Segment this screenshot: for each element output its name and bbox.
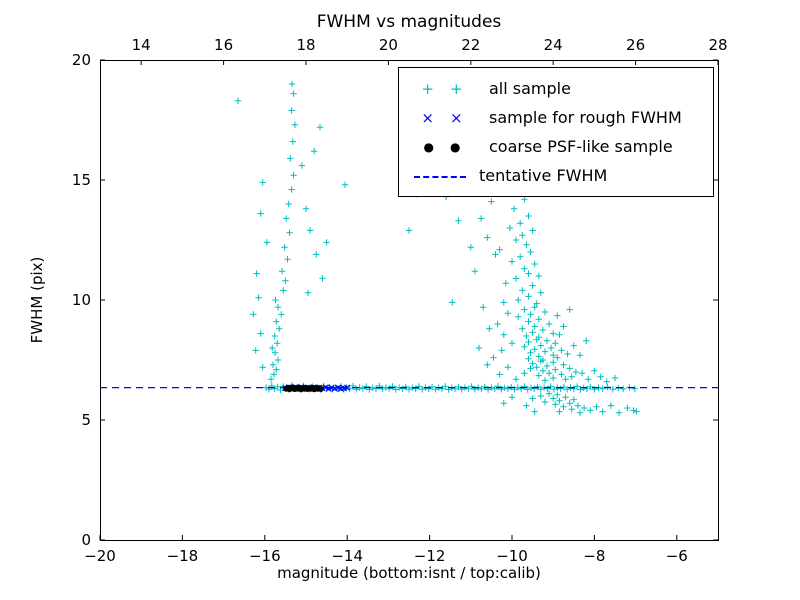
svg-text:−20: −20 (84, 547, 116, 565)
svg-text:0: 0 (81, 531, 91, 549)
svg-text:−14: −14 (331, 547, 363, 565)
svg-text:−6: −6 (666, 547, 688, 565)
svg-text:20: 20 (72, 51, 91, 69)
svg-text:20: 20 (379, 36, 398, 54)
dot-marker-icon: ●● (423, 139, 477, 154)
legend-label-coarse-psf: coarse PSF-like sample (489, 137, 673, 156)
svg-text:5: 5 (81, 411, 91, 429)
svg-text:−16: −16 (249, 547, 281, 565)
scatter-series-dot (283, 384, 324, 393)
svg-text:14: 14 (132, 36, 151, 54)
legend-label-rough-fwhm: sample for rough FWHM (489, 108, 682, 127)
svg-text:18: 18 (296, 36, 315, 54)
legend: ++ all sample ×× sample for rough FWHM ●… (398, 67, 714, 197)
legend-item-tentative-fwhm: tentative FWHM (411, 161, 701, 190)
svg-text:−10: −10 (496, 547, 528, 565)
legend-item-rough-fwhm: ×× sample for rough FWHM (411, 103, 701, 132)
legend-label-all-sample: all sample (489, 79, 571, 98)
svg-text:−8: −8 (583, 547, 605, 565)
svg-text:24: 24 (544, 36, 563, 54)
svg-text:16: 16 (214, 36, 233, 54)
tick-labels: −20 −18 −16 −14 −12 −10 −8 −6 14 16 18 20 22 24 26 28 0 5… (72, 36, 728, 565)
dashed-line-icon (411, 166, 469, 185)
y-axis-label: FWHM (pix) (28, 256, 46, 344)
legend-label-tentative-fwhm: tentative FWHM (479, 166, 608, 185)
svg-text:26: 26 (626, 36, 645, 54)
svg-text:10: 10 (72, 291, 91, 309)
chart-title: FWHM vs magnitudes (316, 12, 502, 32)
legend-item-all-sample: ++ all sample (411, 74, 701, 103)
svg-text:−12: −12 (414, 547, 446, 565)
svg-text:−18: −18 (167, 547, 199, 565)
x-axis-label: magnitude (bottom:isnt / top:calib) (277, 564, 541, 582)
x-marker-icon: ×× (421, 108, 479, 127)
svg-text:15: 15 (72, 171, 91, 189)
legend-item-coarse-psf: ●● coarse PSF-like sample (411, 132, 701, 161)
plot-frame (100, 60, 719, 541)
svg-text:22: 22 (461, 36, 480, 54)
plus-marker-icon: ++ (421, 79, 479, 98)
svg-text:28: 28 (708, 36, 727, 54)
